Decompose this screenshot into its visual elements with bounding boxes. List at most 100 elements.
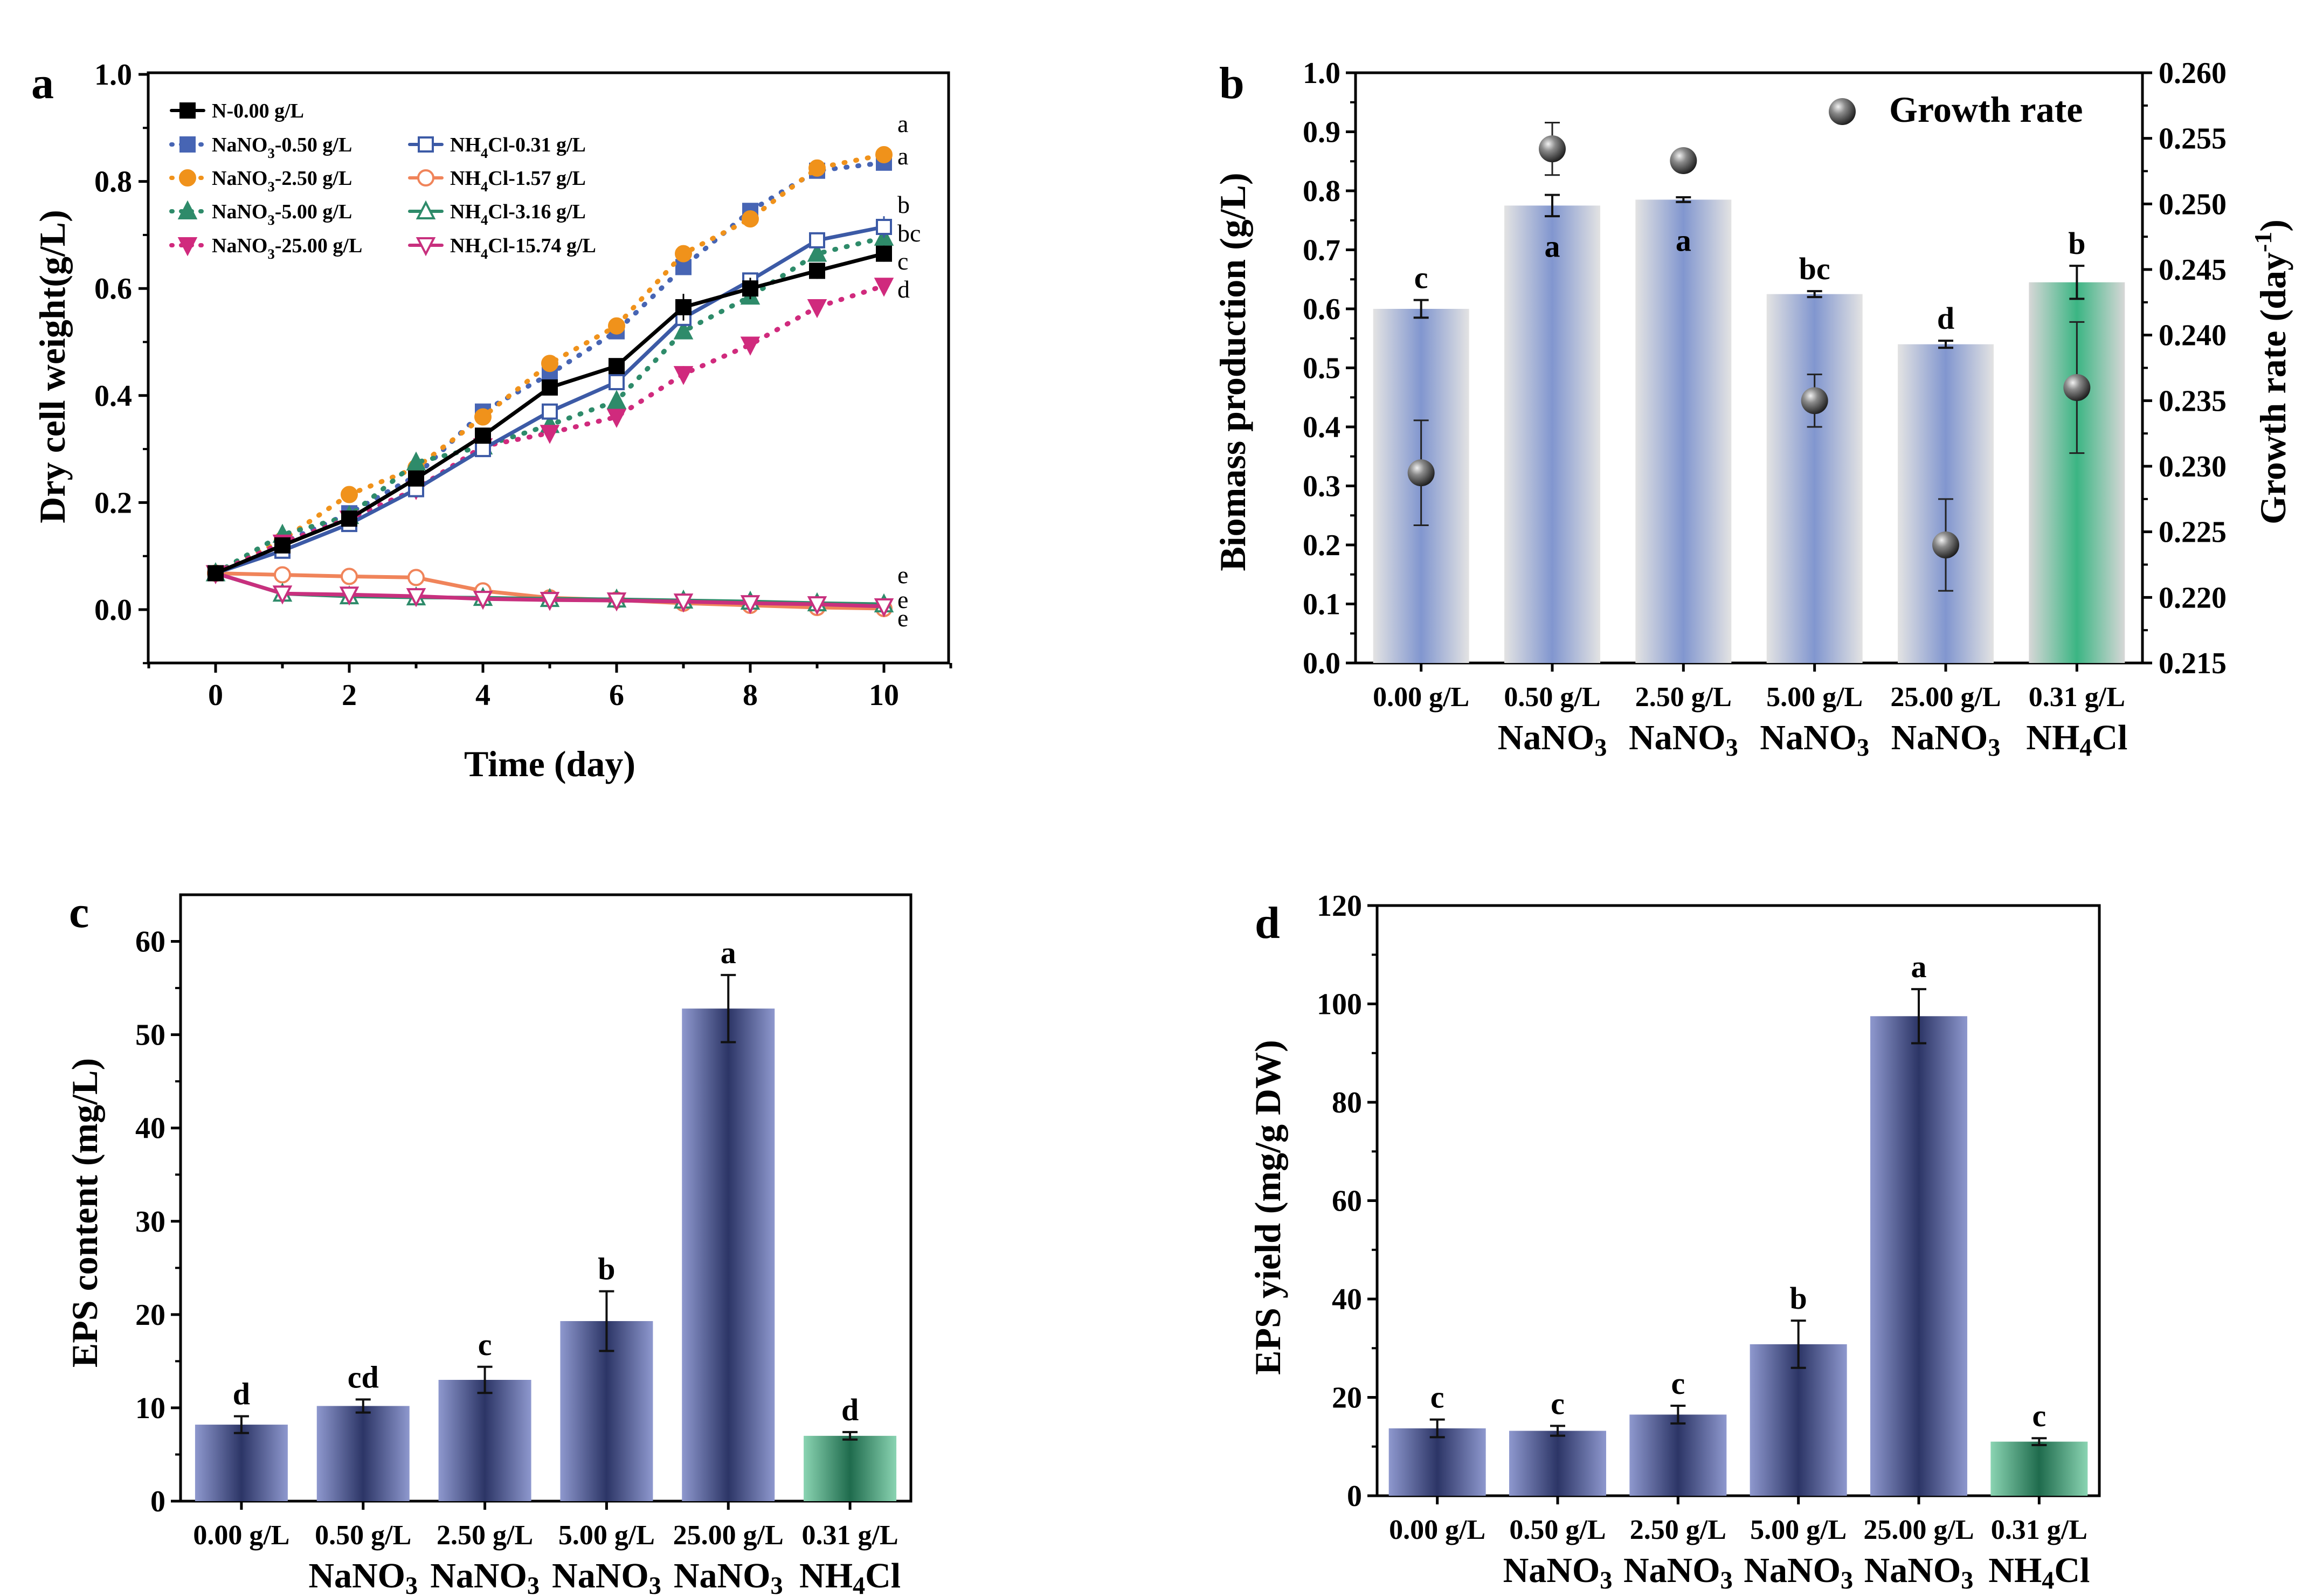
- chart-d-category-label: 25.00 g/L: [1863, 1515, 1974, 1545]
- chart-c-bar: [438, 1380, 531, 1501]
- chart-b-y2tick-label: 0.250: [2159, 188, 2227, 221]
- chart-a-legend-marker: [417, 169, 434, 186]
- chart-d-bar: [1388, 1428, 1486, 1496]
- chart-b-ytick-label: 0.1: [1303, 588, 1340, 621]
- chart-b-y2tick-label: 0.220: [2159, 581, 2227, 614]
- chart-c-category-sublabel: NaNO3: [674, 1556, 783, 1596]
- chart-c-category-label: 0.00 g/L: [193, 1520, 289, 1551]
- chart-a-point: [742, 280, 758, 297]
- chart-b-category-label: 0.31 g/L: [2029, 682, 2125, 713]
- chart-b-category-sublabel: NaNO3: [1498, 718, 1607, 761]
- chart-c-category-label: 2.50 g/L: [437, 1520, 533, 1551]
- chart-c-ytick-label: 0: [150, 1485, 165, 1518]
- chart-a-point: [606, 409, 627, 428]
- chart-b-legend-label: Growth rate: [1889, 89, 2083, 130]
- chart-a-point: [540, 592, 560, 611]
- chart-a-point: [874, 278, 894, 297]
- chart-b-significance-letter: bc: [1799, 251, 1830, 286]
- chart-c-category-sublabel: NaNO3: [308, 1556, 418, 1596]
- chart-b-growth-point: [1932, 531, 1959, 558]
- chart-c-significance-letter: b: [598, 1252, 615, 1287]
- chart-d-category-label: 0.00 g/L: [1389, 1515, 1485, 1545]
- chart-a-point: [807, 243, 827, 262]
- chart-d-category-label: 2.50 g/L: [1630, 1515, 1726, 1545]
- chart-b-y2tick-label: 0.235: [2159, 384, 2227, 418]
- chart-a-point: [542, 379, 558, 396]
- chart-b-growth-point: [1670, 147, 1697, 175]
- chart-c-bar: [195, 1425, 288, 1501]
- chart-d-significance-letter: a: [1911, 949, 1927, 984]
- chart-d-ytick-label: 60: [1332, 1185, 1362, 1218]
- chart-a-point: [675, 245, 692, 262]
- chart-c-bar: [682, 1008, 775, 1501]
- chart-a-legend-marker: [179, 136, 196, 153]
- panel-label-c: c: [69, 887, 89, 937]
- chart-a-significance-letter: e: [897, 561, 908, 589]
- chart-a-point: [408, 470, 424, 487]
- chart-b-category-sublabel: NH4Cl: [2026, 718, 2127, 761]
- chart-b-ytick-label: 0.3: [1303, 470, 1340, 503]
- chart-d-category-sublabel: NaNO3: [1744, 1551, 1853, 1594]
- chart-d-significance-letter: c: [1671, 1366, 1685, 1401]
- chart-d-category-label: 0.50 g/L: [1509, 1515, 1606, 1545]
- chart-a-significance-letter: c: [897, 247, 908, 275]
- chart-d-ylabel: EPS yield (mg/g DW): [1247, 1040, 1288, 1374]
- chart-a-legend-marker: [179, 102, 196, 119]
- chart-a-point: [876, 245, 892, 262]
- chart-a-point: [272, 585, 293, 605]
- chart-c-ylabel: EPS content (mg/L): [64, 1058, 105, 1367]
- chart-b-ytick-label: 0.2: [1303, 529, 1340, 562]
- chart-d-ytick-label: 20: [1332, 1381, 1362, 1415]
- chart-a-series-line: [213, 152, 887, 576]
- chart-d-significance-letter: c: [1551, 1386, 1565, 1421]
- chart-b-ytick-label: 0.7: [1303, 234, 1340, 267]
- chart-d-frame: [1375, 904, 2101, 1497]
- chart-b-category-sublabel: NaNO3: [1891, 718, 2001, 761]
- chart-a-point: [541, 355, 558, 372]
- chart-a-ytick-label: 1.0: [94, 58, 132, 92]
- chart-c-ytick-label: 10: [135, 1392, 165, 1425]
- chart-a-point: [807, 299, 827, 319]
- chart-b-significance-letter: b: [2068, 226, 2085, 261]
- chart-b-ytick-label: 1.0: [1303, 57, 1340, 90]
- chart-a-point: [808, 159, 826, 177]
- chart-a-point: [807, 596, 827, 616]
- chart-b-ylabel: Biomass production (g/L): [1212, 172, 1253, 571]
- chart-c-significance-letter: d: [841, 1392, 859, 1427]
- chart-b-significance-letter: a: [1676, 223, 1691, 258]
- chart-c-significance-letter: cd: [348, 1359, 379, 1394]
- chart-a-legend-label: NaNO3-5.00 g/L: [212, 201, 352, 228]
- chart-a-point: [208, 565, 224, 582]
- chart-a-point: [406, 588, 426, 607]
- chart-a-ytick-label: 0.2: [94, 486, 132, 520]
- chart-a-xtick-label: 10: [869, 679, 899, 712]
- chart-a-legend-label: NaNO3-25.00 g/L: [212, 234, 362, 262]
- chart-d: 0 20 40 60 80 100 120 c 0.00 g/L c 0.50 g/L NaNO3 c 2…: [1317, 889, 2101, 1594]
- chart-b-y2tick-label: 0.215: [2159, 647, 2227, 680]
- chart-a-point: [406, 451, 426, 471]
- chart-a-point: [339, 586, 360, 606]
- chart-c-significance-letter: a: [721, 935, 736, 970]
- chart-d-ytick-label: 120: [1317, 889, 1362, 923]
- chart-c-ytick-label: 30: [135, 1205, 165, 1239]
- chart-a-legend-label: NH4Cl-1.57 g/L: [450, 167, 586, 195]
- chart-a-point: [740, 595, 761, 614]
- chart-b-ytick-label: 0.8: [1303, 175, 1340, 208]
- chart-b-y2tick-label: 0.245: [2159, 253, 2227, 287]
- chart-a-point: [407, 569, 425, 586]
- chart-b-significance-letter: d: [1937, 301, 1954, 336]
- chart-d-ytick-label: 100: [1317, 988, 1362, 1021]
- chart-b-y2tick-label: 0.255: [2159, 122, 2227, 156]
- chart-b-category-label: 5.00 g/L: [1766, 682, 1863, 713]
- chart-a-significance-letter: e: [897, 586, 908, 613]
- chart-a-significance-letter: a: [897, 110, 908, 137]
- chart-a-point: [673, 593, 694, 613]
- chart-a-point: [341, 510, 357, 527]
- chart-d-bar: [1629, 1414, 1727, 1496]
- chart-b-growth-point: [1407, 459, 1435, 487]
- chart-a-point: [475, 427, 491, 444]
- chart-a-point: [675, 299, 692, 315]
- chart-b-y2tick-label: 0.225: [2159, 516, 2227, 549]
- chart-d-ytick-label: 80: [1332, 1086, 1362, 1120]
- panel-label-b: b: [1219, 58, 1245, 108]
